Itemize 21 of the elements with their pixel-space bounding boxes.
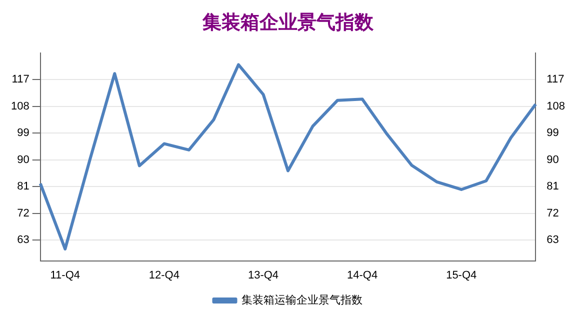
x-tick-label: 14-Q4 (347, 269, 378, 282)
x-tick-label: 15-Q4 (446, 269, 477, 282)
y-tick-label: 99 (17, 127, 30, 140)
y2-tick-label: 72 (546, 207, 559, 220)
y2-tick-label: 99 (546, 127, 559, 140)
chart-title: 集装箱企业景气指数 (202, 12, 374, 34)
y-tick-label: 72 (17, 207, 30, 220)
y-tick-label: 117 (12, 74, 30, 86)
y2-tick-label: 108 (546, 100, 566, 112)
y2-tick-label: 81 (546, 180, 559, 193)
y2-tick-label: 90 (546, 154, 559, 166)
y2-tick-label: 63 (546, 234, 559, 246)
legend-label: 集装箱运输企业景气指数 (241, 294, 362, 307)
x-tick-label: 11-Q4 (50, 269, 80, 282)
y-tick-label: 90 (17, 154, 30, 166)
y-tick-label: 63 (17, 234, 30, 246)
y2-tick-label: 117 (546, 74, 564, 86)
y-tick-label: 81 (17, 180, 30, 193)
x-tick-label: 12-Q4 (148, 269, 180, 282)
y-tick-label: 108 (10, 100, 30, 112)
x-tick-label: 13-Q4 (248, 269, 279, 282)
